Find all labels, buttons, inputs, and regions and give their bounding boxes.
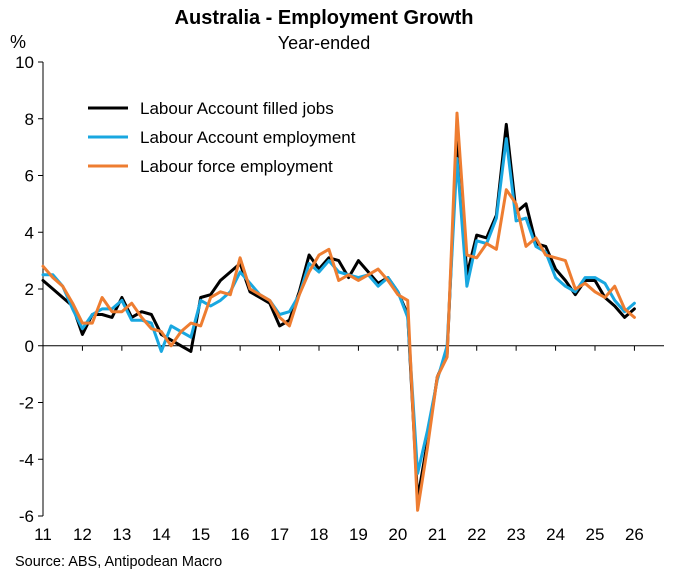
y-tick-label: 0 [25, 337, 34, 356]
y-tick-label: -4 [19, 450, 34, 469]
x-tick-label: 26 [625, 525, 644, 544]
legend-label-1: Labour Account employment [140, 128, 356, 147]
x-tick-label: 18 [310, 525, 329, 544]
x-tick-label: 19 [349, 525, 368, 544]
y-tick-label: 8 [25, 110, 34, 129]
legend-label-2: Labour force employment [140, 157, 333, 176]
x-tick-label: 15 [191, 525, 210, 544]
y-tick-label: 6 [25, 167, 34, 186]
series-line-1 [41, 137, 636, 475]
series-line-0 [41, 122, 636, 501]
series-line-2 [41, 111, 636, 512]
y-axis-unit-label: % [10, 32, 26, 52]
x-tick-labels: 11 12 13 14 15 16 17 18 19 20 21 22 23 24 25 26 [34, 525, 644, 544]
series-lines [41, 111, 636, 512]
x-tick-label: 13 [112, 525, 131, 544]
x-tick-label: 11 [34, 525, 52, 544]
x-tick-label: 25 [586, 525, 605, 544]
x-tick-label: 22 [467, 525, 486, 544]
chart-subtitle: Year-ended [278, 33, 370, 53]
legend: Labour Account filled jobs Labour Account… [88, 99, 356, 176]
axes [38, 61, 664, 517]
x-tick-label: 21 [428, 525, 447, 544]
legend-label-0: Labour Account filled jobs [140, 99, 334, 118]
chart-title: Australia - Employment Growth [175, 7, 474, 29]
y-tick-label: -2 [19, 394, 34, 413]
x-tick-label: 17 [270, 525, 289, 544]
x-tick-label: 14 [152, 525, 171, 544]
x-tick-label: 24 [546, 525, 565, 544]
source-note: Source: ABS, Antipodean Macro [15, 554, 222, 570]
y-tick-labels: -6 -4 -2 0 2 4 6 8 10 [15, 53, 34, 526]
y-tick-label: 4 [25, 223, 34, 242]
y-tick-label: 10 [15, 53, 34, 72]
x-tick-label: 20 [388, 525, 407, 544]
y-tick-label: -6 [19, 507, 34, 526]
x-tick-label: 12 [73, 525, 92, 544]
x-tick-label: 16 [231, 525, 250, 544]
y-tick-label: 2 [25, 280, 34, 299]
x-tick-label: 23 [507, 525, 526, 544]
